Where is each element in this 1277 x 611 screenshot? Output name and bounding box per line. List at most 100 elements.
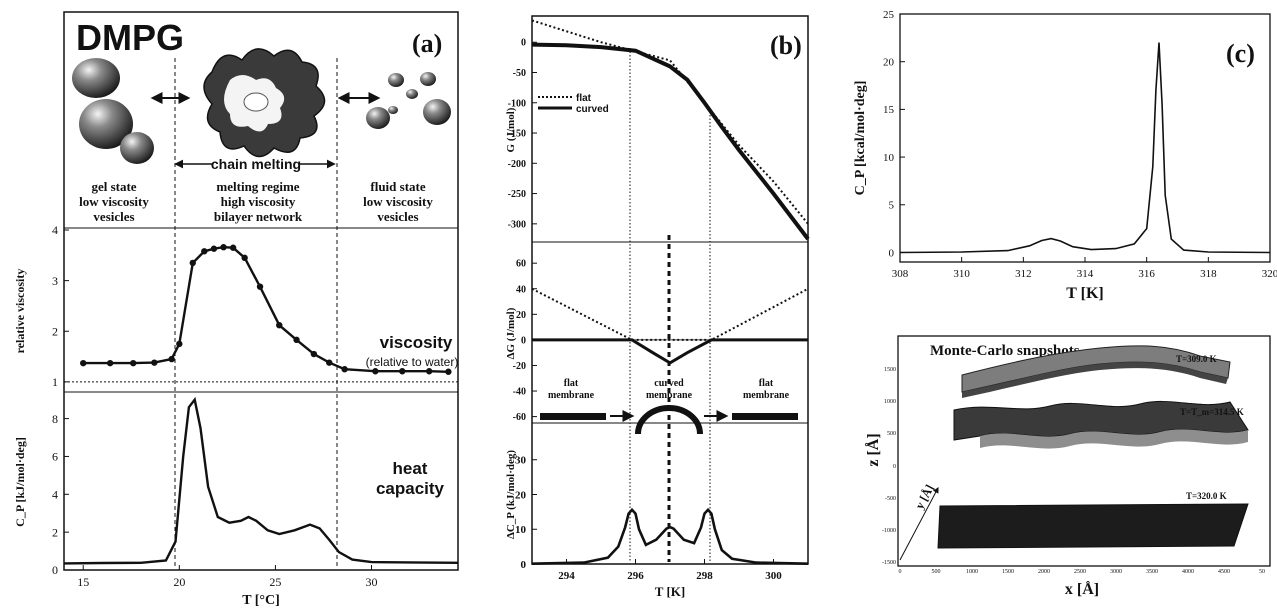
y-tick-label: -50 <box>513 68 526 79</box>
chain-melting-label: chain melting <box>211 156 301 172</box>
heat-capacity-plot-c: 0 5 10 15 20 25 308 310 312 314 316 318 320 T [K] C_P … <box>853 9 1277 302</box>
y-tick-label: 20 <box>516 310 526 321</box>
y-tick-label: 20 <box>883 57 895 69</box>
data-point <box>151 359 158 366</box>
data-point <box>445 368 452 375</box>
x-tick-label: 314 <box>1077 268 1094 280</box>
snapshot-z-tick: -1500 <box>882 560 896 566</box>
y-tick-label: 25 <box>883 9 895 21</box>
x-tick-label: 312 <box>1015 268 1032 280</box>
data-point <box>201 248 208 255</box>
data-point <box>399 368 406 375</box>
heat-capacity-plot-a: 0 2 4 6 8 15 20 25 30 T [°C] C_P [kJ/mol·deg] <box>13 396 459 608</box>
snapshot-z-tick: 1000 <box>884 399 896 405</box>
free-energy-plot: 0 -50 -100 -150 -200 -250 -300 G (J/mol) <box>505 19 810 241</box>
data-point <box>341 366 348 373</box>
series-line <box>531 19 809 225</box>
data-point <box>310 350 318 358</box>
y-axis-arrow <box>899 486 939 561</box>
panel-a-frame <box>63 11 459 571</box>
x-tick-label: 296 <box>627 570 644 582</box>
y-tick-label: 2 <box>52 525 58 539</box>
y-tick-label: 0 <box>521 559 527 571</box>
y-axis-label: C_P [kcal/mol·deg] <box>853 81 868 196</box>
delta-cp-plot: 0 10 20 30 294 296 298 300 T [K] ΔC_P (kJ/mol·deg… <box>505 450 809 599</box>
x-tick-label: 310 <box>953 268 970 280</box>
membrane-label: membrane <box>646 390 693 401</box>
y-tick-label: -150 <box>508 129 526 140</box>
y-tick-label: -100 <box>508 98 526 109</box>
membrane-label: flat <box>759 378 774 389</box>
y-tick-label: 8 <box>52 412 58 426</box>
panel-a: DMPG (a) chain melting gel st <box>13 11 459 608</box>
monte-carlo-snapshots: Monte-Carlo snapshots T=309.0 K T=T_m=31… <box>864 335 1271 598</box>
bilayer-network-illustration <box>203 48 326 158</box>
data-point <box>256 283 264 290</box>
x-axis-label: T [K] <box>655 584 685 599</box>
data-point <box>189 259 196 267</box>
snapshot-z-tick: 1500 <box>884 367 896 373</box>
y-tick-label: 0 <box>521 38 526 49</box>
y-tick-label: 0 <box>889 247 895 259</box>
gel-state-label: low viscosity <box>79 194 149 209</box>
data-point <box>80 359 87 367</box>
data-point <box>210 245 218 252</box>
snapshot-z-axis-label: z [Å] <box>864 433 882 466</box>
data-point <box>229 244 237 251</box>
x-tick-label: 316 <box>1138 268 1155 280</box>
snapshot-membrane <box>980 429 1248 449</box>
x-tick-label: 15 <box>77 575 89 589</box>
fluid-state-label: vesicles <box>377 209 418 224</box>
y-tick-label: 3 <box>52 274 58 288</box>
snapshot-x-tick: 0 <box>899 569 902 575</box>
snapshot-x-tick: 3000 <box>1110 569 1122 575</box>
data-point <box>326 359 333 366</box>
data-point <box>425 368 433 375</box>
x-tick-label: 318 <box>1200 268 1217 280</box>
snapshot-x-tick: 4000 <box>1182 569 1194 575</box>
data-point <box>241 254 248 262</box>
y-tick-label: 10 <box>515 524 527 536</box>
x-tick-label: 298 <box>696 570 713 582</box>
series-line <box>531 42 810 241</box>
legend-curved-label: curved <box>576 104 609 115</box>
free-energy-legend: flat curved <box>538 93 609 115</box>
data-point <box>106 359 114 367</box>
snapshot-x-tick: 500 <box>932 569 941 575</box>
data-point <box>129 359 137 367</box>
plot-frame <box>899 13 1271 263</box>
legend-flat-label: flat <box>576 93 592 104</box>
gel-vesicles-illustration <box>72 58 154 164</box>
y-tick-label: 6 <box>52 450 58 464</box>
y-axis-label: C_P [kJ/mol·deg] <box>13 437 27 527</box>
series-line <box>899 42 1271 254</box>
y-tick-label: 0 <box>521 335 526 346</box>
panel-b-label: (b) <box>770 31 802 60</box>
viscosity-sublabel: (relative to water) <box>366 355 459 369</box>
melting-regime-label: melting regime <box>216 179 299 194</box>
y-axis-label: G (J/mol) <box>505 107 517 152</box>
snapshot-temperature: T=320.0 K <box>1186 491 1227 501</box>
x-tick-label: 320 <box>1262 268 1277 280</box>
y-tick-label: 0 <box>52 563 58 577</box>
heat-capacity-label: heat <box>393 459 428 478</box>
data-point <box>168 355 175 363</box>
fluid-state-label: fluid state <box>370 179 425 194</box>
y-tick-label: 60 <box>516 259 526 270</box>
viscosity-label: viscosity <box>380 333 453 352</box>
y-tick-label: -40 <box>513 387 526 398</box>
y-tick-label: 2 <box>52 324 58 338</box>
gel-state-label: vesicles <box>93 209 134 224</box>
series-line <box>63 396 459 565</box>
x-tick-label: 30 <box>366 575 378 589</box>
melting-regime-label: bilayer network <box>214 209 303 224</box>
y-tick-label: 40 <box>516 284 526 295</box>
y-tick-label: 4 <box>52 223 58 237</box>
panel-a-label: (a) <box>412 29 442 58</box>
snapshot-x-axis-label: x [Å] <box>1065 580 1099 598</box>
data-point <box>176 340 183 348</box>
series-line <box>531 287 809 341</box>
snapshot-temperature: T=T_m=314.5 K <box>1180 407 1244 417</box>
